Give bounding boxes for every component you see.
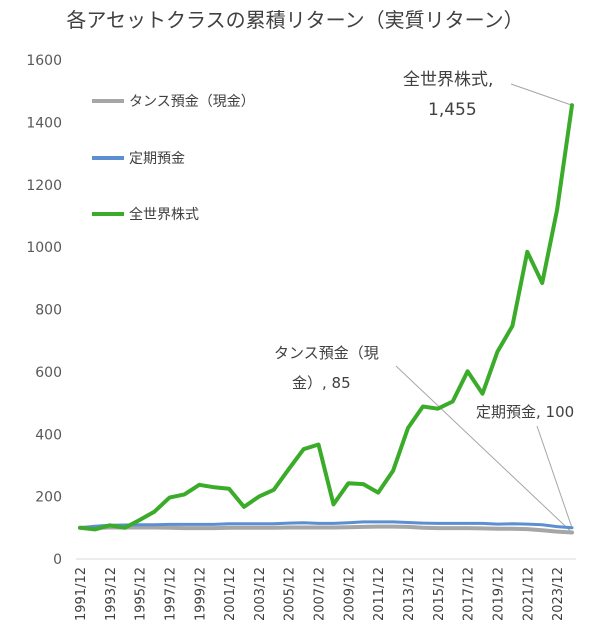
- annotation-world-equity-line2: 1,455: [428, 100, 477, 120]
- series-line-2: [78, 103, 574, 532]
- x-axis-ticks: 1991/12 1993/12 1995/12 1997/12 1999/12 2001/…: [74, 567, 566, 621]
- y-tick-label: 400: [35, 427, 62, 443]
- x-tick-label: 2011/12: [372, 567, 387, 621]
- y-tick-label: 1600: [26, 53, 62, 69]
- x-tick-label: 2007/12: [313, 567, 328, 621]
- x-tick-label: 2015/12: [432, 567, 447, 621]
- annotation-cash-line2: 金）, 85: [292, 374, 351, 392]
- x-tick-label: 1999/12: [193, 567, 208, 621]
- y-tick-label: 0: [53, 552, 62, 568]
- annotation-deposit-line1: 定期預金, 100: [476, 403, 574, 421]
- legend-label-cash: タンス預金（現金）: [129, 94, 255, 110]
- annotation-cash-line1: タンス預金（現: [274, 344, 379, 362]
- series-line-1: [78, 520, 574, 530]
- x-tick-label: 2001/12: [223, 567, 238, 621]
- series-line-0: [78, 524, 574, 535]
- annotation-world-equity-line1: 全世界株式,: [403, 70, 493, 90]
- x-tick-label: 1997/12: [163, 567, 178, 621]
- y-tick-label: 1400: [26, 115, 62, 131]
- leader-cash: [395, 365, 573, 533]
- x-tick-label: 2013/12: [402, 567, 417, 621]
- x-tick-label: 2009/12: [342, 567, 357, 621]
- series-lines: [78, 103, 574, 535]
- legend: タンス預金（現金） 定期預金 全世界株式: [92, 94, 255, 223]
- x-tick-label: 2003/12: [253, 567, 268, 621]
- y-axis-ticks: 0 200 400 600 800 1000 1200 1400 1600: [26, 53, 62, 568]
- y-tick-label: 1200: [26, 178, 62, 194]
- legend-label-deposit: 定期預金: [129, 151, 185, 167]
- annotation-cash: タンス預金（現 金）, 85: [274, 344, 379, 392]
- leader-deposit: [536, 425, 573, 528]
- x-tick-label: 2023/12: [551, 567, 566, 621]
- x-tick-label: 2021/12: [521, 567, 536, 621]
- x-tick-label: 1993/12: [104, 567, 119, 621]
- y-tick-label: 200: [35, 490, 62, 506]
- chart-title: 各アセットクラスの累積リターン（実質リターン）: [66, 8, 523, 32]
- x-tick-label: 1995/12: [134, 567, 149, 621]
- annotation-deposit: 定期預金, 100: [476, 403, 574, 421]
- annotation-world-equity: 全世界株式, 1,455: [403, 70, 493, 120]
- x-tick-label: 1991/12: [74, 567, 89, 621]
- y-tick-label: 1000: [26, 240, 62, 256]
- x-tick-label: 2005/12: [283, 567, 298, 621]
- annotation-leaders: [395, 83, 573, 533]
- x-tick-label: 2019/12: [491, 567, 506, 621]
- y-tick-label: 800: [35, 303, 62, 319]
- legend-label-world-equity: 全世界株式: [129, 206, 199, 223]
- leader-world-equity: [510, 83, 573, 106]
- x-tick-label: 2017/12: [462, 567, 477, 621]
- y-tick-label: 600: [35, 365, 62, 381]
